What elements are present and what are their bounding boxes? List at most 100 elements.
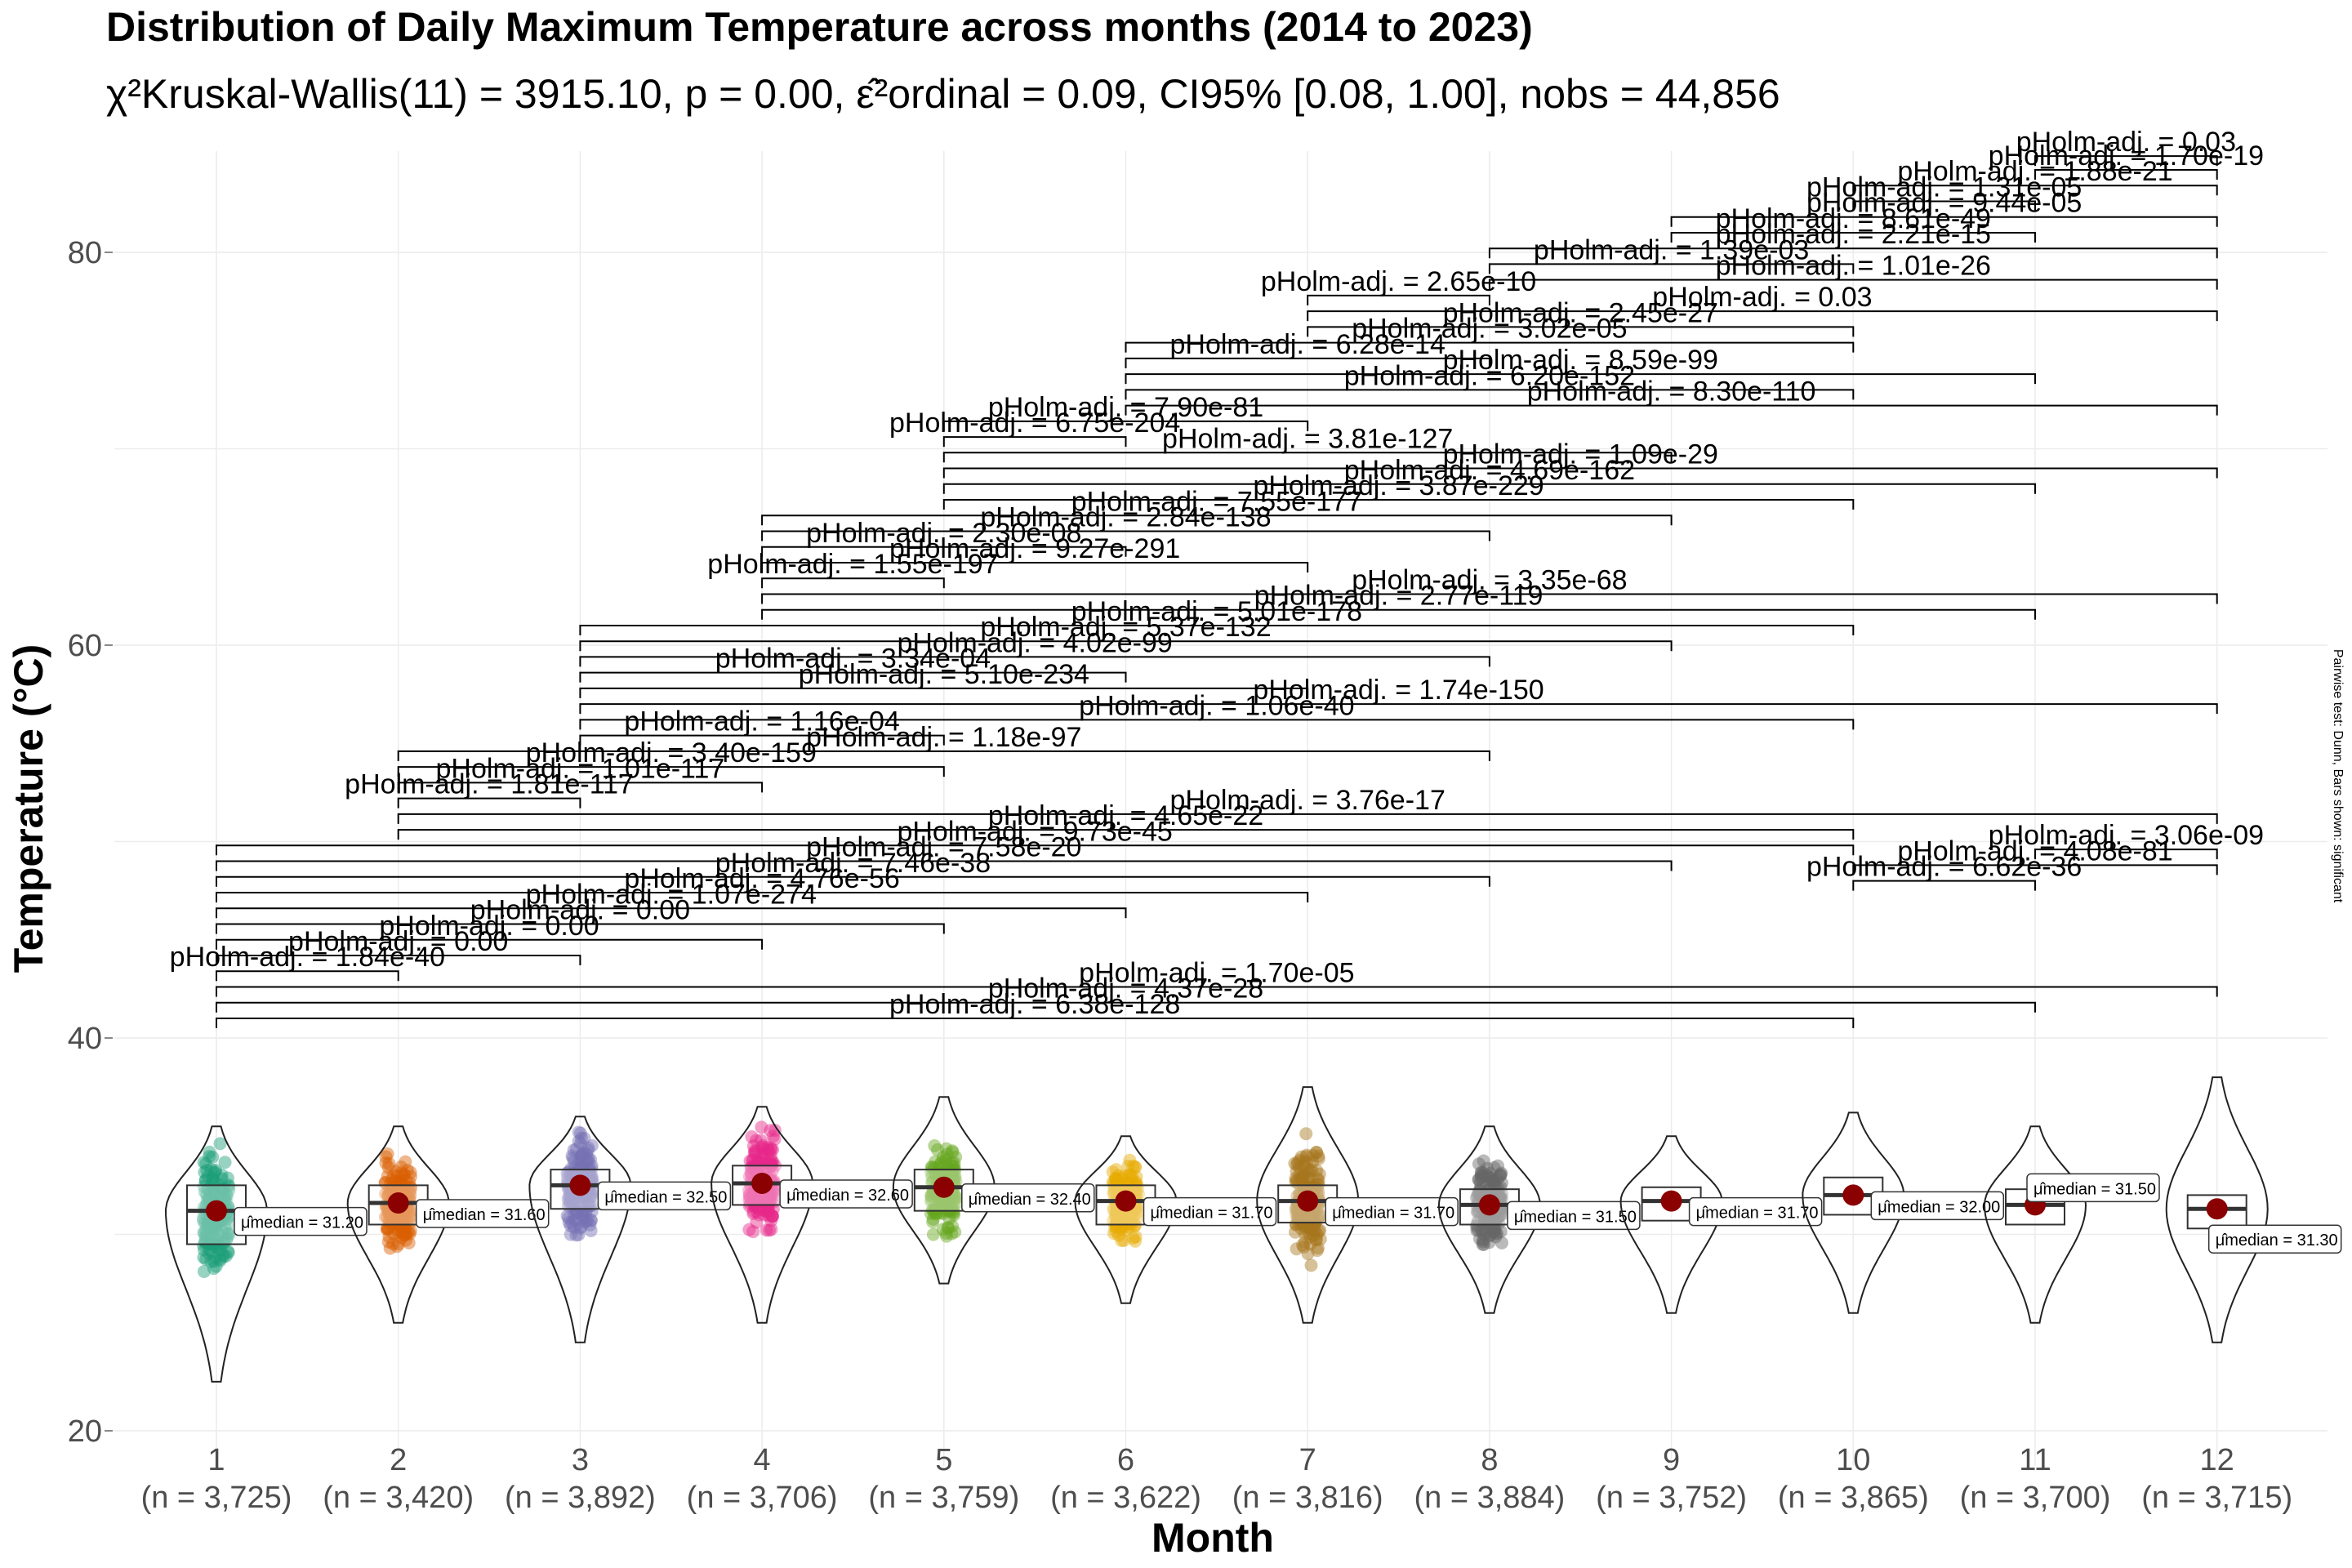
data-point (1303, 1222, 1316, 1236)
x-tick-count-label: (n = 3,752) (1596, 1481, 1747, 1515)
bracket-line (942, 452, 1673, 463)
data-point (564, 1192, 578, 1206)
data-point (203, 1242, 216, 1256)
data-point (215, 1183, 229, 1197)
data-point (394, 1160, 408, 1174)
comparison-bracket: pHolm-adj. = 2.45e-27 (1307, 297, 1855, 337)
bracket-line (761, 608, 2036, 620)
data-point (1293, 1167, 1307, 1181)
data-point (1472, 1173, 1486, 1187)
median-label: μ̂median = 31.30 (2216, 1232, 2338, 1250)
data-point (572, 1134, 586, 1148)
data-point (764, 1223, 778, 1236)
data-point (567, 1143, 581, 1157)
violin-group: μ̂median = 32.50 (528, 1116, 732, 1343)
bracket-p-value-label: pHolm-adj. = 3.34e-04 (715, 644, 991, 675)
data-point (926, 1203, 940, 1217)
data-point (1107, 1177, 1120, 1191)
data-point (1305, 1209, 1319, 1223)
median-label: μ̂median = 31.50 (1514, 1208, 1637, 1226)
data-point (563, 1189, 577, 1203)
data-point (746, 1139, 760, 1153)
data-point (209, 1221, 223, 1235)
data-point (1291, 1208, 1305, 1222)
data-point (1494, 1236, 1508, 1250)
data-point (936, 1223, 950, 1236)
median-label-box (1325, 1196, 1459, 1227)
data-point (560, 1209, 574, 1223)
data-point (1473, 1182, 1487, 1196)
data-point (1313, 1223, 1327, 1237)
x-tick-label: 12 (2200, 1443, 2234, 1477)
data-point (1477, 1154, 1490, 1168)
data-point (950, 1196, 964, 1209)
data-point (1290, 1165, 1303, 1178)
bracket-line (1125, 357, 1490, 368)
x-tick-count-label: (n = 3,420) (323, 1481, 474, 1515)
data-point (924, 1189, 938, 1203)
data-point (583, 1190, 597, 1204)
median-label-box (1143, 1196, 1277, 1227)
bracket-line (761, 530, 1490, 541)
data-point (1494, 1208, 1508, 1222)
data-point (216, 1250, 230, 1263)
data-point (1300, 1156, 1314, 1169)
data-point (1126, 1159, 1140, 1173)
violin-outline (1619, 1135, 1723, 1314)
data-point (764, 1154, 778, 1168)
data-point (948, 1225, 962, 1239)
data-point (198, 1243, 212, 1257)
comparison-bracket: pHolm-adj. = 4.02e-99 (579, 627, 1490, 667)
data-point (197, 1264, 211, 1278)
median-point (1842, 1184, 1864, 1206)
data-point (398, 1222, 412, 1236)
data-point (584, 1223, 598, 1237)
data-point (581, 1196, 595, 1210)
data-point (742, 1188, 756, 1202)
bracket-p-value-label: pHolm-adj. = 5.37e-132 (980, 612, 1271, 643)
bracket-line (1125, 404, 2218, 416)
data-point (747, 1196, 761, 1210)
data-point (1301, 1162, 1315, 1176)
bracket-p-value-label: pHolm-adj. = 1.16e-04 (624, 706, 899, 737)
data-point (197, 1227, 211, 1241)
data-point (198, 1174, 212, 1187)
data-point (1298, 1154, 1312, 1168)
data-point (1293, 1153, 1307, 1167)
data-point (1294, 1172, 1307, 1186)
bracket-p-value-label: pHolm-adj. = 1.55e-197 (707, 549, 998, 580)
data-point (925, 1161, 939, 1175)
data-point (402, 1236, 416, 1250)
data-point (216, 1225, 230, 1239)
data-point (1298, 1221, 1312, 1235)
data-point (1310, 1146, 1324, 1160)
bracket-p-value-label: pHolm-adj. = 4.69e-162 (1344, 455, 1635, 486)
data-point (1312, 1224, 1325, 1238)
median-label-box (961, 1183, 1095, 1213)
data-point (222, 1183, 236, 1197)
data-point (748, 1147, 762, 1160)
data-point (1308, 1181, 1322, 1195)
bracket-line (216, 1017, 1855, 1028)
data-point (576, 1147, 590, 1161)
median-label-box (597, 1181, 732, 1211)
comparison-bracket: pHolm-adj. = 5.10e-234 (579, 659, 1309, 698)
data-point (202, 1246, 216, 1260)
data-point (583, 1218, 597, 1232)
data-point (1107, 1180, 1121, 1194)
data-point (220, 1231, 234, 1245)
data-point (757, 1146, 771, 1160)
data-point (205, 1228, 219, 1242)
comparison-bracket: pHolm-adj. = 0.03 (1307, 282, 2218, 322)
x-tick-count-label: (n = 3,816) (1232, 1481, 1383, 1515)
y-tick-label: 60 (68, 629, 102, 663)
data-point (1309, 1145, 1323, 1159)
comparison-bracket: pHolm-adj. = 6.62e-36 (1806, 852, 2082, 891)
data-point (390, 1212, 404, 1226)
bracket-p-value-label: pHolm-adj. = 4.65e-22 (988, 800, 1263, 831)
data-point (401, 1225, 415, 1239)
data-point (1489, 1216, 1503, 1230)
data-point (742, 1193, 756, 1207)
data-point (577, 1131, 591, 1145)
data-point (1123, 1210, 1137, 1224)
